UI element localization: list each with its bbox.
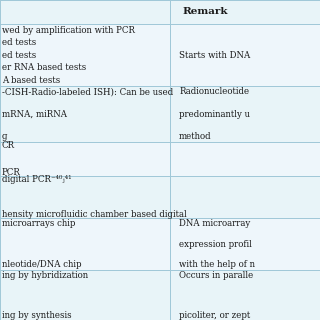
Bar (0, 218, 170, 270)
Text: digital PCR⁻⁴⁰ⱼ⁴¹: digital PCR⁻⁴⁰ⱼ⁴¹ (2, 175, 71, 184)
Text: Occurs in paralle: Occurs in paralle (179, 271, 253, 280)
Text: CR: CR (2, 140, 15, 149)
Bar (0, 142, 170, 176)
Text: wed by amplification with PCR: wed by amplification with PCR (2, 26, 135, 35)
Bar (170, 270, 320, 320)
Text: ɡ: ɡ (2, 132, 7, 141)
Text: nleotide/DNA chip: nleotide/DNA chip (2, 260, 81, 269)
Text: -CISH-Radio-labeled ISH): Can be used: -CISH-Radio-labeled ISH): Can be used (2, 87, 173, 96)
Bar (170, 142, 320, 176)
Text: method: method (179, 132, 212, 141)
Text: microarrays chip: microarrays chip (2, 219, 75, 228)
Text: ed tests: ed tests (2, 51, 36, 60)
Text: A based tests: A based tests (2, 76, 60, 85)
Text: ed tests: ed tests (2, 38, 36, 47)
Text: Remark: Remark (182, 7, 228, 16)
Bar (0, 270, 170, 320)
Bar (170, 218, 320, 270)
Bar (0, 86, 170, 142)
Text: ing by hybridization: ing by hybridization (2, 271, 88, 280)
Text: Radionucleotide: Radionucleotide (179, 87, 249, 96)
Text: expression profil: expression profil (179, 240, 252, 249)
Bar (170, 176, 320, 218)
Text: PCR: PCR (2, 168, 20, 177)
Text: mRNA, miRNA: mRNA, miRNA (2, 109, 67, 118)
Bar (0, 24, 170, 86)
Bar (0, 0, 170, 24)
Text: ing by synthesis: ing by synthesis (2, 310, 71, 319)
Text: picoliter, or zept: picoliter, or zept (179, 310, 251, 319)
Bar (170, 24, 320, 86)
Bar (170, 86, 320, 142)
Text: predominantly u: predominantly u (179, 109, 250, 118)
Text: er RNA based tests: er RNA based tests (2, 63, 86, 72)
Bar (170, 0, 320, 24)
Bar (0, 176, 170, 218)
Text: with the help of n: with the help of n (179, 260, 255, 269)
Text: DNA microarray: DNA microarray (179, 219, 251, 228)
Text: Starts with DNA: Starts with DNA (179, 51, 251, 60)
Text: hensity microfluidic chamber based digital: hensity microfluidic chamber based digit… (2, 210, 186, 219)
